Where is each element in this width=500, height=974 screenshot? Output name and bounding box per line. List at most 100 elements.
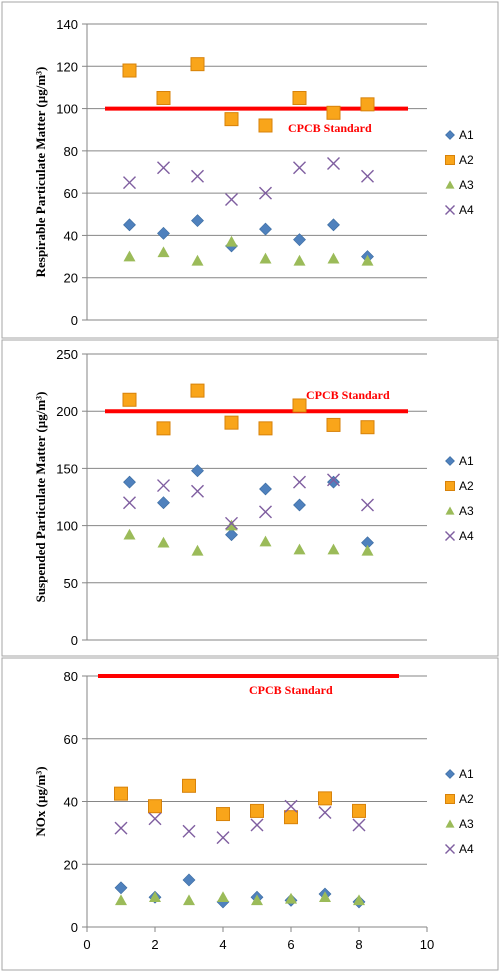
- chart-3-point-a4: [182, 824, 196, 838]
- chart-3-point-a3: [353, 894, 365, 906]
- chart-1-y-tick-label: 80: [64, 144, 78, 159]
- chart-1-legend-marker-a4: [445, 205, 455, 215]
- chart-1-point-a3: [259, 252, 272, 264]
- chart-2-legend-marker-a2: [445, 481, 455, 491]
- chart-2-y-tick-label: 150: [56, 461, 78, 476]
- chart-2-y-tick-label: 200: [56, 404, 78, 419]
- chart-1-point-a4: [123, 176, 136, 190]
- chart-2-point-a2: [224, 415, 239, 430]
- chart-2-point-a2: [258, 421, 273, 436]
- chart-3-point-a2: [284, 810, 298, 825]
- chart-1-standard-label: CPCB Standard: [288, 121, 372, 135]
- chart-3-point-a3: [285, 892, 297, 904]
- chart-2-point-a4: [157, 479, 170, 493]
- chart-1-legend-label-a1: A1: [459, 128, 474, 142]
- chart-2-standard-label: CPCB Standard: [306, 388, 390, 402]
- chart-2-point-a1: [123, 475, 136, 489]
- chart-1-point-a2: [122, 63, 137, 78]
- chart-3-point-a3: [217, 891, 229, 902]
- chart-1-point-a3: [123, 250, 136, 262]
- chart-2-point-a2: [122, 392, 137, 407]
- chart-3-point-a2: [318, 791, 332, 806]
- chart-3-x-tick-label: 4: [219, 937, 226, 952]
- chart-1-point-a3: [225, 235, 238, 247]
- chart-3-legend-label-a3: A3: [459, 817, 474, 831]
- chart-3-point-a4: [318, 805, 332, 819]
- chart-1-y-tick-label: 40: [64, 228, 78, 243]
- chart-2-legend-label-a2: A2: [459, 479, 474, 493]
- chart-1-legend-label-a2: A2: [459, 153, 474, 167]
- chart-2-point-a3: [361, 544, 374, 556]
- chart-1-legend-label-a3: A3: [459, 178, 474, 192]
- chart-1-point-a3: [157, 246, 170, 258]
- chart-1-point-a1: [191, 214, 204, 228]
- chart-1-legend-label-a4: A4: [459, 203, 474, 217]
- chart-1-point-a4: [157, 161, 170, 175]
- chart-2-point-a3: [157, 536, 170, 548]
- chart-3-legend-label-a4: A4: [459, 842, 474, 856]
- chart-2-point-a2: [156, 421, 171, 436]
- chart-3-legend-marker-a3: [445, 819, 455, 828]
- chart-1-y-tick-label: 120: [56, 59, 78, 74]
- chart-3-point-a4: [284, 799, 298, 813]
- chart-3-point-a3: [319, 891, 331, 902]
- chart-3-point-a2: [114, 786, 128, 801]
- chart-3-point-a4: [352, 818, 366, 832]
- chart-3-point-a2: [352, 803, 366, 818]
- chart-3-point-a1: [182, 873, 196, 887]
- chart-2-frame: [1, 339, 499, 657]
- chart-2-point-a1: [259, 482, 272, 496]
- chart-1-point-a3: [327, 252, 340, 264]
- chart-2-point-a1: [327, 475, 340, 489]
- chart-2-point-a1: [293, 498, 306, 512]
- chart-2-legend-marker-a4: [445, 531, 455, 541]
- chart-2-legend-label-a1: A1: [459, 454, 474, 468]
- chart-3-x-tick-label: 0: [83, 937, 90, 952]
- chart-3-y-axis-label: NOx (µg/m³): [33, 766, 48, 836]
- chart-1-point-a4: [361, 169, 374, 183]
- chart-3-point-a2: [148, 799, 162, 814]
- chart-2-y-tick-label: 250: [56, 347, 78, 362]
- chart-2-y-axis-label: Suspended Particulate Matter (µg/m³): [33, 392, 48, 603]
- chart-1-y-tick-label: 20: [64, 271, 78, 286]
- chart-3-x-tick-label: 6: [287, 937, 294, 952]
- chart-1-legend-marker-a1: [445, 130, 455, 140]
- chart-3-x-tick-label: 2: [151, 937, 158, 952]
- chart-3-legend-marker-a2: [445, 794, 455, 804]
- chart-3-point-a2: [250, 803, 264, 818]
- chart-1-point-a1: [259, 222, 272, 236]
- chart-1-point-a1: [157, 226, 170, 240]
- chart-3-legend-label-a2: A2: [459, 792, 474, 806]
- chart-3-point-a2: [182, 778, 196, 793]
- chart-2-y-tick-label: 100: [56, 519, 78, 534]
- chart-2-point-a4: [123, 496, 136, 510]
- chart-1-point-a4: [327, 157, 340, 171]
- chart-1-legend-marker-a3: [445, 180, 455, 189]
- chart-1-y-tick-label: 0: [71, 313, 78, 328]
- chart-3-y-tick-label: 80: [64, 669, 78, 684]
- chart-3-point-a1: [114, 881, 128, 895]
- chart-1-point-a3: [191, 254, 204, 266]
- chart-1-point-a1: [123, 218, 136, 232]
- chart-1-point-a2: [190, 57, 205, 72]
- chart-3-legend-marker-a4: [445, 844, 455, 854]
- chart-1-point-a4: [225, 192, 238, 206]
- chart-2-y-tick-label: 0: [71, 633, 78, 648]
- chart-2-point-a3: [327, 543, 340, 555]
- chart-1-point-a2: [224, 112, 239, 127]
- chart-3-y-tick-label: 20: [64, 857, 78, 872]
- chart-3-x-tick-label: 10: [420, 937, 434, 952]
- chart-3-legend-marker-a1: [445, 769, 455, 779]
- chart-3-legend-label-a1: A1: [459, 767, 474, 781]
- chart-1-point-a4: [293, 161, 306, 175]
- chart-2-point-a1: [225, 528, 238, 542]
- chart-3-point-a4: [216, 831, 230, 845]
- chart-2-legend-marker-a1: [445, 456, 455, 466]
- chart-2-legend-label-a4: A4: [459, 529, 474, 543]
- chart-1-legend-marker-a2: [445, 155, 455, 165]
- chart-1-y-tick-label: 140: [56, 17, 78, 32]
- chart-2-point-a2: [190, 383, 205, 398]
- chart-3-x-tick-label: 8: [355, 937, 362, 952]
- chart-2-point-a4: [361, 498, 374, 512]
- chart-3-point-a3: [183, 894, 195, 906]
